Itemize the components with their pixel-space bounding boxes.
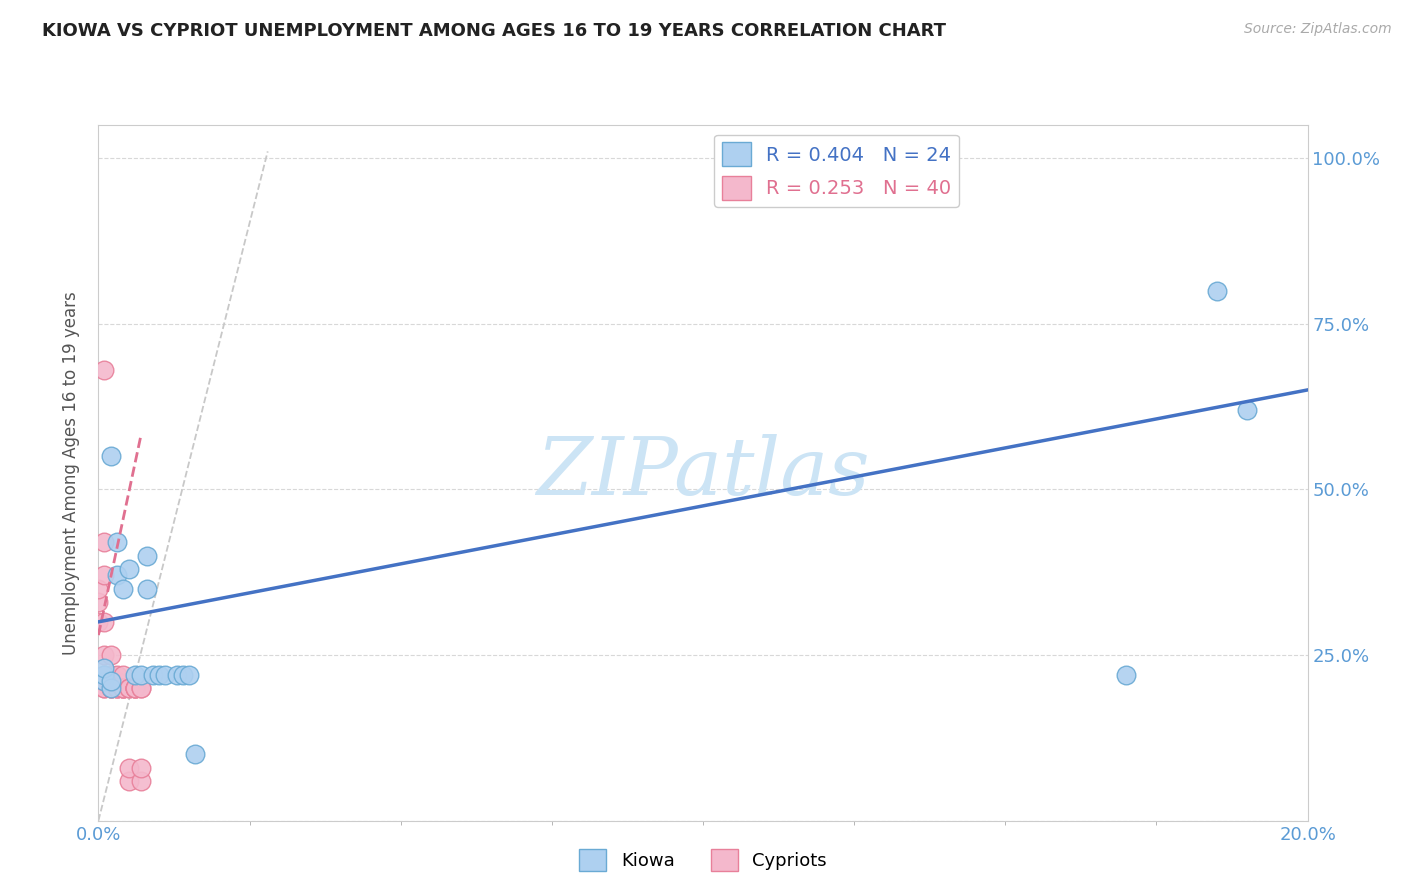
Point: [129, 773, 152, 788]
Point: [111, 681, 134, 695]
Point: [93, 615, 115, 629]
Point: [87, 595, 110, 609]
Point: [124, 681, 146, 695]
Point: [87, 615, 110, 629]
Point: [129, 681, 152, 695]
Point: [135, 582, 157, 596]
Point: [111, 681, 134, 695]
Point: [105, 568, 128, 582]
Point: [166, 668, 188, 682]
Point: [118, 681, 141, 695]
Text: ZIPatlas: ZIPatlas: [536, 434, 870, 511]
Point: [100, 668, 122, 682]
Point: [142, 668, 165, 682]
Point: [93, 668, 115, 682]
Point: [100, 681, 122, 695]
Point: [129, 668, 152, 682]
Point: [118, 562, 141, 576]
Point: [124, 681, 146, 695]
Point: [100, 674, 122, 689]
Point: [129, 761, 152, 775]
Point: [1115, 668, 1137, 682]
Point: [105, 681, 128, 695]
Point: [172, 668, 194, 682]
Point: [105, 668, 128, 682]
Point: [93, 674, 115, 689]
Point: [184, 747, 207, 762]
Point: [124, 668, 146, 682]
Point: [100, 648, 122, 662]
Point: [118, 773, 141, 788]
Point: [1206, 284, 1229, 298]
Point: [93, 668, 115, 682]
Point: [93, 648, 115, 662]
Point: [135, 549, 157, 563]
Text: KIOWA VS CYPRIOT UNEMPLOYMENT AMONG AGES 16 TO 19 YEARS CORRELATION CHART: KIOWA VS CYPRIOT UNEMPLOYMENT AMONG AGES…: [42, 22, 946, 40]
Text: Source: ZipAtlas.com: Source: ZipAtlas.com: [1244, 22, 1392, 37]
Point: [105, 681, 128, 695]
Point: [124, 681, 146, 695]
Point: [93, 363, 115, 377]
Point: [93, 568, 115, 582]
Point: [1236, 402, 1258, 417]
Point: [148, 668, 170, 682]
Point: [100, 681, 122, 695]
Point: [153, 668, 176, 682]
Point: [105, 674, 128, 689]
Point: [100, 681, 122, 695]
Point: [87, 582, 110, 596]
Point: [118, 681, 141, 695]
Point: [105, 535, 128, 549]
Point: [93, 674, 115, 689]
Point: [118, 761, 141, 775]
Point: [93, 661, 115, 675]
Legend: R = 0.404   N = 24, R = 0.253   N = 40: R = 0.404 N = 24, R = 0.253 N = 40: [714, 135, 959, 207]
Point: [179, 668, 201, 682]
Point: [93, 681, 115, 695]
Point: [111, 582, 134, 596]
Point: [111, 681, 134, 695]
Point: [93, 535, 115, 549]
Point: [100, 681, 122, 695]
Point: [124, 681, 146, 695]
Point: [100, 674, 122, 689]
Point: [111, 668, 134, 682]
Legend: Kiowa, Cypriots: Kiowa, Cypriots: [572, 842, 834, 879]
Point: [129, 681, 152, 695]
Y-axis label: Unemployment Among Ages 16 to 19 years: Unemployment Among Ages 16 to 19 years: [62, 291, 80, 655]
Point: [93, 681, 115, 695]
Point: [111, 681, 134, 695]
Point: [100, 449, 122, 463]
Point: [105, 681, 128, 695]
